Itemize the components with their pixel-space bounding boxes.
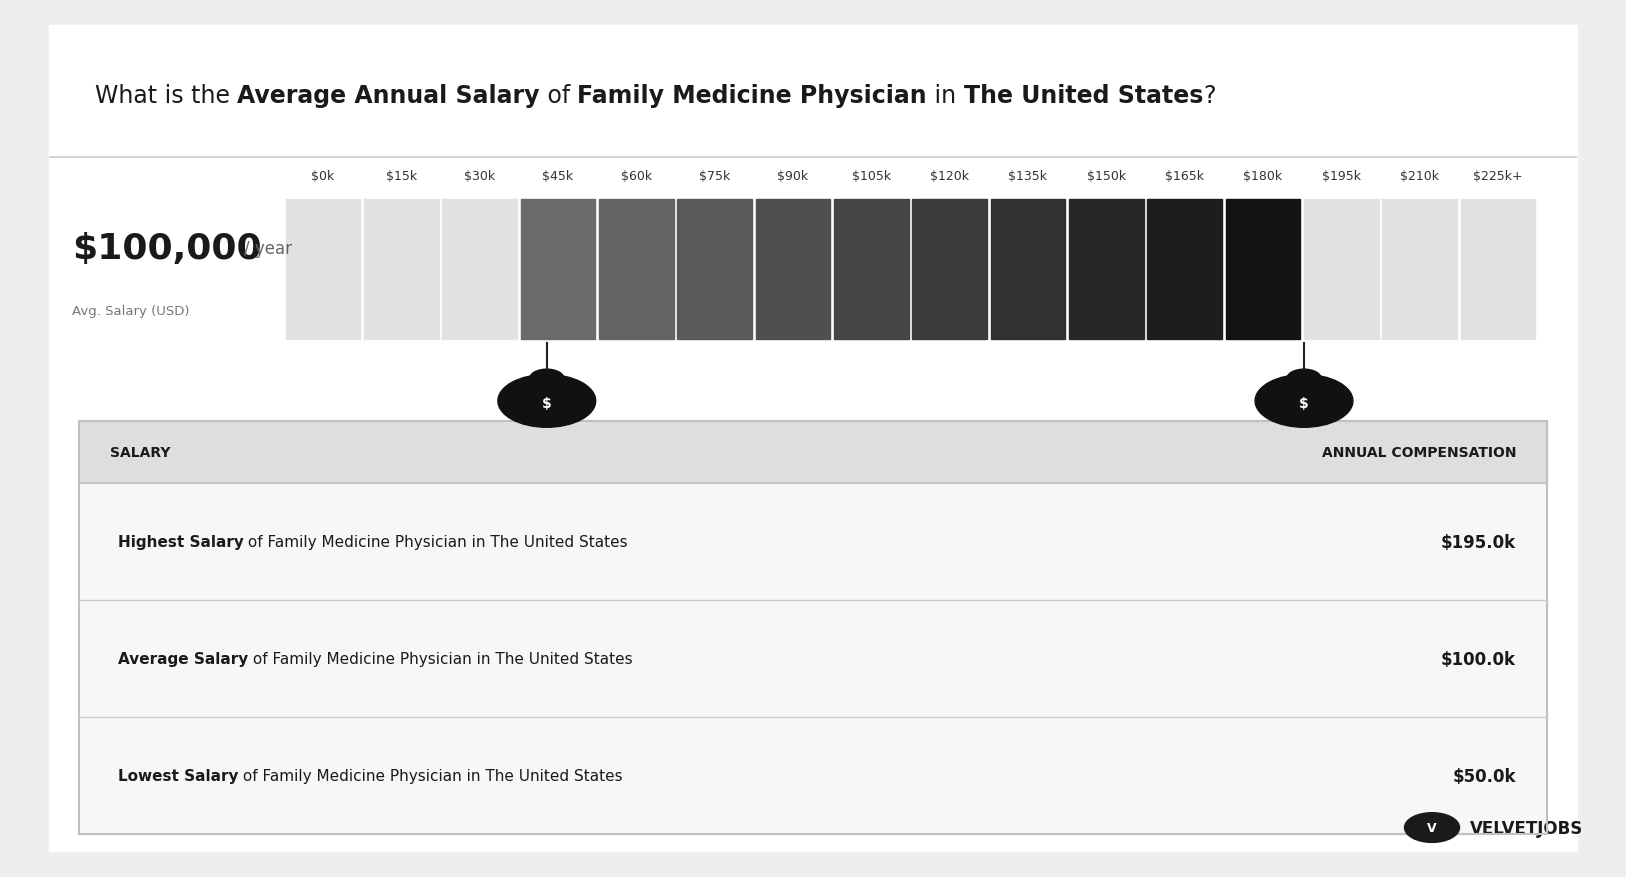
- Bar: [442, 199, 517, 339]
- Text: $15k: $15k: [385, 170, 416, 182]
- Text: $180k: $180k: [1244, 170, 1283, 182]
- Bar: [80, 422, 1546, 484]
- Bar: [286, 199, 361, 339]
- Bar: [520, 199, 595, 339]
- Bar: [1304, 199, 1379, 339]
- Text: SALARY: SALARY: [111, 446, 171, 460]
- Bar: [80, 601, 1546, 717]
- Bar: [1148, 199, 1221, 339]
- Text: What is the: What is the: [94, 84, 237, 109]
- Bar: [598, 199, 673, 339]
- Text: $75k: $75k: [699, 170, 730, 182]
- Text: $105k: $105k: [852, 170, 891, 182]
- Text: $30k: $30k: [463, 170, 496, 182]
- Text: $90k: $90k: [777, 170, 808, 182]
- Text: Family Medicine Physician: Family Medicine Physician: [577, 84, 927, 109]
- Text: $60k: $60k: [621, 170, 652, 182]
- Text: $120k: $120k: [930, 170, 969, 182]
- Text: $0k: $0k: [311, 170, 335, 182]
- Text: of: of: [540, 84, 577, 109]
- Bar: [80, 422, 1546, 834]
- Text: ?: ?: [1203, 84, 1216, 109]
- Circle shape: [1255, 375, 1353, 428]
- Bar: [678, 199, 751, 339]
- Text: Highest Salary: Highest Salary: [117, 535, 244, 550]
- Text: $165k: $165k: [1166, 170, 1205, 182]
- Bar: [364, 199, 439, 339]
- Text: Avg. Salary (USD): Avg. Salary (USD): [72, 304, 189, 317]
- Bar: [1226, 199, 1301, 339]
- Circle shape: [1286, 370, 1322, 389]
- Bar: [834, 199, 909, 339]
- Text: of Family Medicine Physician in The United States: of Family Medicine Physician in The Unit…: [247, 652, 633, 667]
- Circle shape: [1405, 813, 1460, 843]
- Text: of Family Medicine Physician in The United States: of Family Medicine Physician in The Unit…: [244, 535, 628, 550]
- Text: in: in: [927, 84, 964, 109]
- Text: $195k: $195k: [1322, 170, 1361, 182]
- Text: $210k: $210k: [1400, 170, 1439, 182]
- Text: $: $: [541, 396, 551, 410]
- Text: Average Salary: Average Salary: [117, 652, 247, 667]
- Text: of Family Medicine Physician in The United States: of Family Medicine Physician in The Unit…: [237, 768, 623, 783]
- Text: Lowest Salary: Lowest Salary: [117, 768, 237, 783]
- Bar: [80, 717, 1546, 834]
- Text: / year: / year: [244, 240, 293, 258]
- Bar: [1460, 199, 1535, 339]
- Text: ANNUAL COMPENSATION: ANNUAL COMPENSATION: [1322, 446, 1515, 460]
- Bar: [1068, 199, 1143, 339]
- Bar: [1382, 199, 1457, 339]
- Text: VELVETJOBS: VELVETJOBS: [1470, 818, 1584, 837]
- Bar: [80, 484, 1546, 601]
- Text: V: V: [1428, 821, 1437, 834]
- Text: $225k+: $225k+: [1473, 170, 1522, 182]
- Bar: [912, 199, 987, 339]
- Circle shape: [498, 375, 595, 428]
- Text: $100.0k: $100.0k: [1441, 650, 1515, 668]
- Text: The United States: The United States: [964, 84, 1203, 109]
- Text: $135k: $135k: [1008, 170, 1047, 182]
- Text: $100,000: $100,000: [72, 232, 262, 266]
- Text: $195.0k: $195.0k: [1441, 533, 1515, 552]
- Circle shape: [530, 370, 564, 389]
- Bar: [990, 199, 1065, 339]
- Text: $50.0k: $50.0k: [1452, 766, 1515, 785]
- Text: $: $: [1299, 396, 1309, 410]
- Text: Average Annual Salary: Average Annual Salary: [237, 84, 540, 109]
- Bar: [756, 199, 831, 339]
- Text: $45k: $45k: [543, 170, 574, 182]
- Text: $150k: $150k: [1086, 170, 1125, 182]
